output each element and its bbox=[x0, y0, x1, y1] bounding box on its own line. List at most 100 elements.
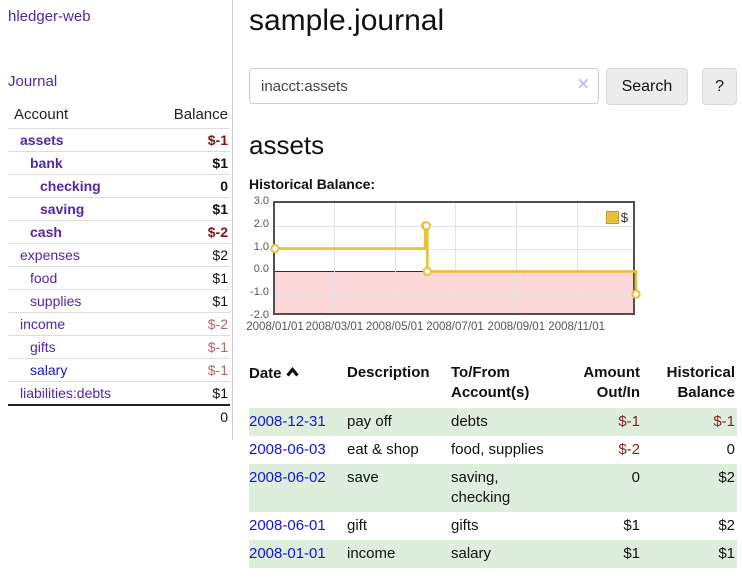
transactions-table: Date Description To/From Account(s) Amou… bbox=[249, 360, 737, 568]
transaction-row[interactable]: 2008-12-31 pay off debts $-1 $-1 bbox=[249, 408, 737, 436]
transaction-amount: $1 bbox=[552, 540, 642, 568]
gridline bbox=[394, 203, 396, 313]
transaction-date-link[interactable]: 2008-06-01 bbox=[249, 517, 326, 534]
x-axis-tick-label: 2008/11/01 bbox=[548, 321, 606, 333]
accounts-total-value: 0 bbox=[147, 404, 230, 428]
legend-swatch-icon bbox=[605, 211, 619, 224]
y-axis-tick-label: 1.0 bbox=[253, 240, 269, 253]
account-balance: $-1 bbox=[147, 358, 230, 382]
transaction-description: eat & shop bbox=[347, 441, 419, 458]
account-link[interactable]: income bbox=[20, 316, 66, 332]
help-button[interactable]: ? bbox=[702, 68, 737, 105]
transaction-balance: 0 bbox=[726, 441, 735, 458]
account-link[interactable]: checking bbox=[40, 178, 101, 194]
column-header-date[interactable]: Date bbox=[249, 360, 347, 408]
x-axis-tick-label: 2008/09/01 bbox=[487, 321, 546, 333]
x-axis-tick-label: 2008/05/01 bbox=[365, 321, 424, 333]
gridline bbox=[334, 203, 336, 313]
chart-legend: $ bbox=[605, 210, 628, 225]
transaction-row[interactable]: 2008-06-01 gift gifts $1 $2 bbox=[249, 512, 737, 540]
gridline bbox=[516, 203, 518, 313]
account-row: checking 0 bbox=[8, 174, 230, 198]
data-point-marker bbox=[631, 289, 641, 299]
transaction-accounts: saving, checking bbox=[451, 464, 552, 512]
column-header-balance: Historical Balance bbox=[666, 364, 735, 401]
transaction-amount: $1 bbox=[623, 517, 640, 534]
legend-label: $ bbox=[620, 210, 628, 225]
gridline bbox=[275, 248, 633, 250]
transaction-description: pay off bbox=[347, 408, 451, 436]
account-row: cash $-2 bbox=[8, 220, 230, 244]
transaction-date-link[interactable]: 2008-06-03 bbox=[249, 441, 326, 458]
transaction-date-link[interactable]: 2008-01-01 bbox=[249, 545, 326, 562]
account-balance: $-2 bbox=[147, 220, 230, 244]
account-row: bank $1 bbox=[8, 151, 230, 175]
gridline bbox=[576, 203, 578, 313]
account-row: salary $-1 bbox=[8, 358, 230, 382]
chart-title: Historical Balance: bbox=[249, 176, 376, 192]
search-button[interactable]: Search bbox=[605, 68, 689, 105]
account-link[interactable]: liabilities:debts bbox=[20, 385, 112, 401]
sort-ascending-icon bbox=[285, 363, 299, 383]
account-row: saving $1 bbox=[8, 197, 230, 221]
search-clear-icon[interactable]: ✕ bbox=[576, 76, 590, 93]
account-balance: $1 bbox=[147, 266, 230, 290]
transaction-accounts: debts bbox=[451, 408, 552, 436]
transaction-date-link[interactable]: 2008-12-31 bbox=[249, 413, 326, 430]
account-link[interactable]: supplies bbox=[30, 293, 82, 309]
account-link[interactable]: food bbox=[30, 270, 58, 286]
account-link[interactable]: cash bbox=[30, 224, 62, 240]
account-row: expenses $2 bbox=[8, 243, 230, 267]
account-balance: $-1 bbox=[147, 128, 230, 152]
sidebar-item-journal[interactable]: Journal bbox=[8, 73, 58, 90]
account-row: gifts $-1 bbox=[8, 335, 230, 359]
transaction-accounts: salary bbox=[451, 540, 552, 568]
series-line bbox=[270, 221, 641, 299]
x-axis-tick-label: 2008/07/01 bbox=[426, 321, 484, 333]
y-axis-tick-label: 3.0 bbox=[253, 195, 269, 207]
gridline bbox=[275, 294, 633, 296]
transaction-balance: $2 bbox=[642, 464, 737, 512]
main-content: sample.journal ✕ Search ? assets Histori… bbox=[246, 0, 737, 568]
account-row: income $-2 bbox=[8, 312, 230, 336]
x-axis-tick-label: 2008/01/01 bbox=[246, 321, 304, 333]
data-point-marker bbox=[270, 244, 280, 254]
y-axis-tick-label: -1.0 bbox=[250, 286, 269, 299]
transaction-accounts: gifts bbox=[451, 517, 479, 534]
y-axis-tick-label: -2.0 bbox=[250, 309, 269, 321]
account-link[interactable]: saving bbox=[40, 201, 85, 217]
transaction-row[interactable]: 2008-06-02 save saving, checking 0 $2 bbox=[249, 464, 737, 512]
account-balance: $-2 bbox=[147, 312, 230, 336]
y-axis-tick-label: 0.0 bbox=[253, 263, 269, 276]
account-row: assets $-1 bbox=[8, 128, 230, 152]
account-balance: $2 bbox=[147, 243, 230, 267]
transaction-balance: $2 bbox=[718, 517, 735, 534]
column-header-description: Description bbox=[347, 364, 430, 381]
search-input[interactable] bbox=[249, 68, 599, 104]
transaction-amount: 0 bbox=[552, 464, 642, 512]
transaction-row[interactable]: 2008-06-03 eat & shop food, supplies $-2 0 bbox=[249, 436, 737, 464]
account-link[interactable]: expenses bbox=[20, 247, 80, 263]
x-axis-tick-label: 2008/03/01 bbox=[305, 321, 364, 333]
account-balance: $-1 bbox=[147, 335, 230, 359]
account-balance: $1 bbox=[147, 197, 230, 221]
account-link[interactable]: bank bbox=[30, 155, 63, 171]
transaction-accounts: food, supplies bbox=[451, 441, 544, 458]
transaction-amount: $-1 bbox=[552, 408, 642, 436]
account-link[interactable]: assets bbox=[20, 132, 64, 148]
account-balance: $1 bbox=[147, 151, 230, 175]
account-row: liabilities:debts $1 bbox=[8, 381, 230, 405]
account-link[interactable]: salary bbox=[30, 362, 68, 378]
transaction-balance: $-1 bbox=[642, 408, 737, 436]
account-link[interactable]: gifts bbox=[30, 339, 56, 355]
transaction-row[interactable]: 2008-01-01 income salary $1 $1 bbox=[249, 540, 737, 568]
app-title-link[interactable]: hledger-web bbox=[8, 8, 91, 25]
account-balance: $1 bbox=[147, 381, 230, 405]
transaction-date-link[interactable]: 2008-06-02 bbox=[249, 469, 326, 486]
historical-balance-chart: $ 3.0 2.0 1.0 0.0 -1.0 -2.0 2008/01/01 2008/03/… bbox=[246, 195, 737, 341]
transaction-description: save bbox=[347, 464, 451, 512]
sidebar: hledger-web Journal Account Balance asse… bbox=[0, 0, 233, 440]
data-point-marker bbox=[422, 266, 432, 277]
transaction-description: gift bbox=[347, 517, 368, 534]
accounts-total-row: 0 bbox=[8, 404, 230, 428]
